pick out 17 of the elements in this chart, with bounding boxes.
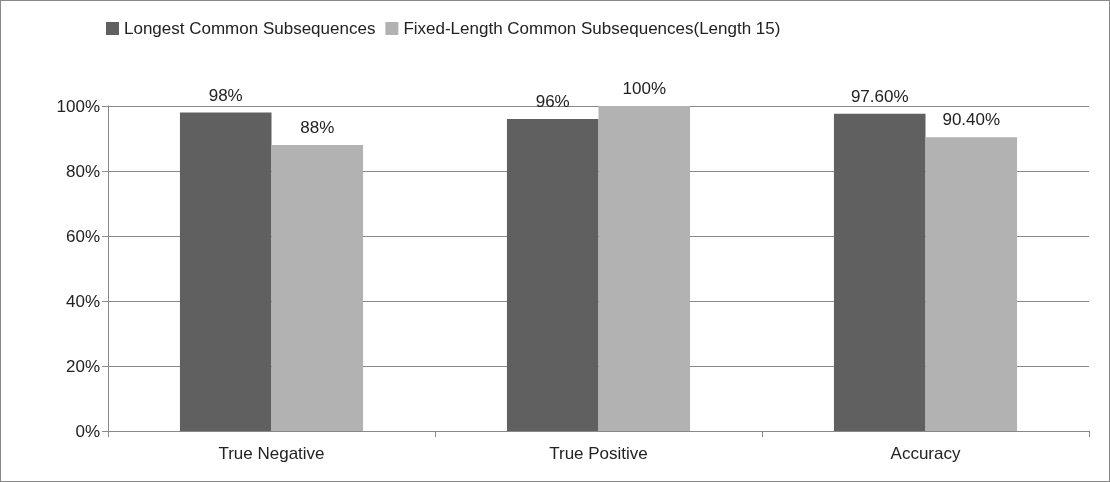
data-label: 98%	[208, 85, 243, 105]
y-tick-label: 20%	[65, 356, 100, 376]
data-label: 100%	[622, 79, 667, 98]
y-tick-label: 0%	[75, 421, 100, 441]
x-tick-label: True Positive	[549, 444, 648, 463]
y-tick-label: 100%	[56, 96, 100, 116]
data-label: 97.60%	[850, 86, 909, 106]
data-label: 88%	[300, 118, 335, 137]
x-tick-label: Accuracy	[890, 444, 961, 463]
data-label: 96%	[535, 92, 570, 111]
legend-label: Longest Common Subsequences	[124, 19, 376, 38]
data-label: 90.40%	[942, 110, 1001, 130]
y-tick-label: 40%	[65, 291, 100, 311]
y-tick-label: 80%	[65, 161, 100, 181]
y-tick-label: 60%	[65, 226, 100, 246]
legend-label: Fixed-Length Common Subsequences(Length 15)	[403, 19, 781, 38]
x-tick-label: True Negative	[218, 444, 325, 463]
